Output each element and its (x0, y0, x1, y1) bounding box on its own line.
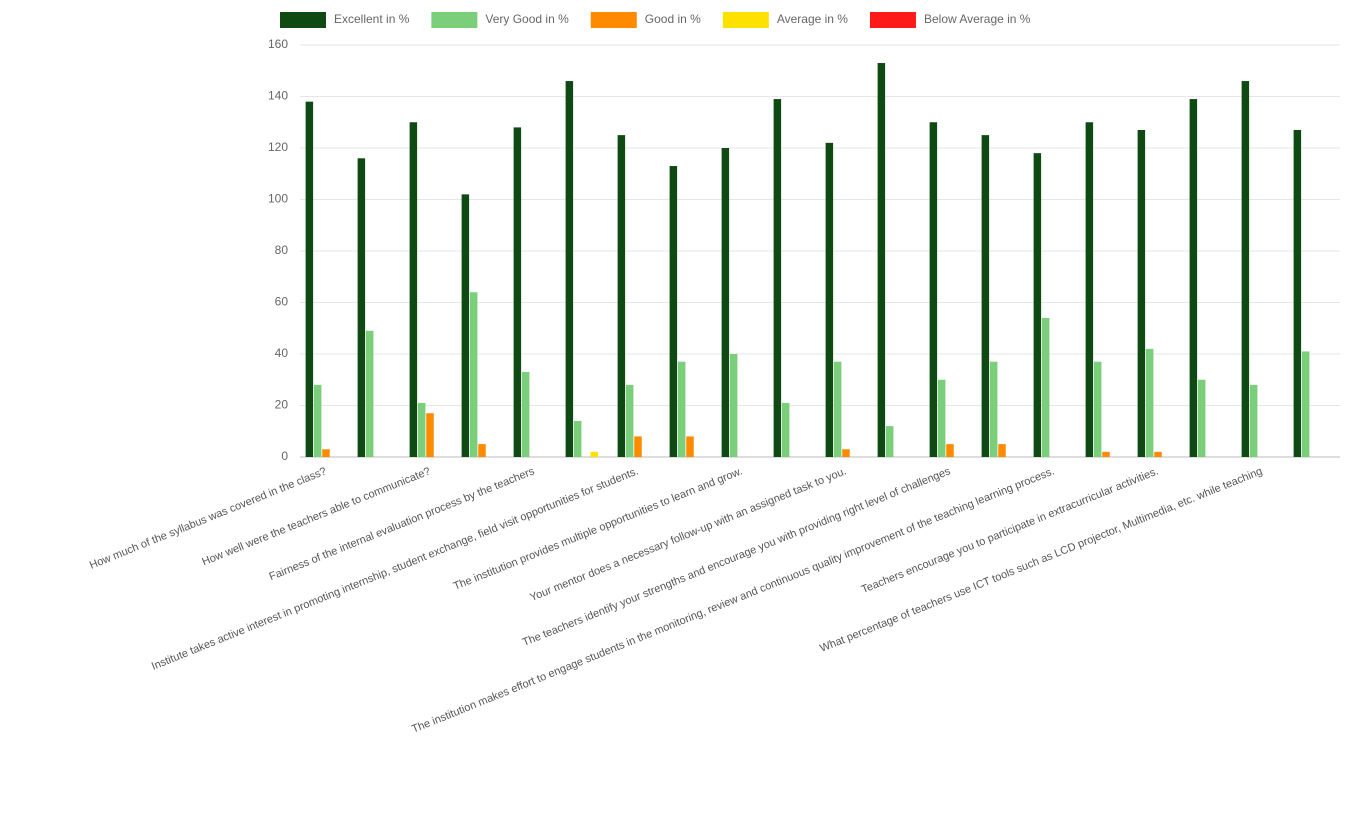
bar (478, 444, 486, 457)
bar (573, 420, 582, 457)
bar (590, 451, 599, 457)
legend-label: Very Good in % (485, 12, 569, 26)
bar (825, 142, 834, 457)
bar (461, 194, 470, 457)
bar (1085, 122, 1094, 457)
bar (1197, 379, 1206, 457)
bar (773, 99, 782, 457)
bar (521, 372, 530, 457)
y-tick-label: 100 (268, 192, 288, 206)
bar (877, 63, 886, 458)
bar (469, 292, 478, 457)
legend-swatch (722, 12, 769, 28)
bar (669, 166, 678, 457)
y-tick-label: 160 (268, 37, 288, 51)
bar (1154, 451, 1162, 457)
y-tick-label: 80 (275, 243, 289, 257)
bar (946, 444, 954, 457)
bar (625, 384, 634, 457)
y-tick-label: 0 (281, 449, 288, 463)
y-tick-label: 120 (268, 140, 288, 154)
legend-swatch (590, 12, 637, 28)
bar (677, 361, 686, 457)
bar (634, 436, 642, 457)
bar (686, 436, 694, 457)
legend-label: Excellent in % (334, 12, 410, 26)
bar (357, 158, 366, 458)
x-tick-label: Institute takes active interest in promo… (150, 465, 640, 672)
bar (981, 135, 990, 457)
bar (1301, 351, 1310, 457)
bar (833, 361, 842, 457)
bar (365, 330, 374, 457)
legend-swatch (280, 12, 326, 28)
bar (729, 354, 738, 457)
bar (937, 379, 946, 457)
bar (1145, 348, 1154, 457)
bar (305, 101, 314, 458)
bar (426, 413, 434, 457)
bar (1102, 451, 1110, 457)
y-tick-label: 20 (275, 398, 289, 412)
x-tick-label: The institution makes effort to engage s… (410, 465, 1056, 735)
bar (322, 449, 330, 457)
bar (929, 122, 938, 457)
bar (409, 122, 418, 457)
bar (1293, 129, 1302, 457)
bar (781, 402, 790, 457)
bar (842, 449, 850, 457)
bar (1241, 81, 1250, 458)
bar (513, 127, 522, 458)
bar (721, 148, 730, 457)
y-tick-label: 40 (275, 346, 289, 360)
legend-swatch (869, 12, 916, 28)
bar (1041, 317, 1050, 457)
bar (313, 384, 322, 457)
bar (1249, 384, 1258, 457)
bar (565, 81, 574, 458)
bar (998, 444, 1006, 457)
legend-label: Good in % (645, 12, 701, 26)
legend-swatch (431, 12, 478, 28)
y-tick-label: 140 (268, 89, 288, 103)
bar (1093, 361, 1102, 457)
bar (989, 361, 998, 457)
y-tick-label: 60 (275, 295, 289, 309)
bar (417, 402, 426, 457)
bar (885, 426, 894, 457)
bar (1033, 153, 1042, 457)
bar (1137, 129, 1146, 457)
legend-label: Below Average in % (924, 12, 1031, 26)
legend-label: Average in % (777, 12, 848, 26)
bar (1189, 99, 1198, 457)
bar (617, 135, 626, 457)
